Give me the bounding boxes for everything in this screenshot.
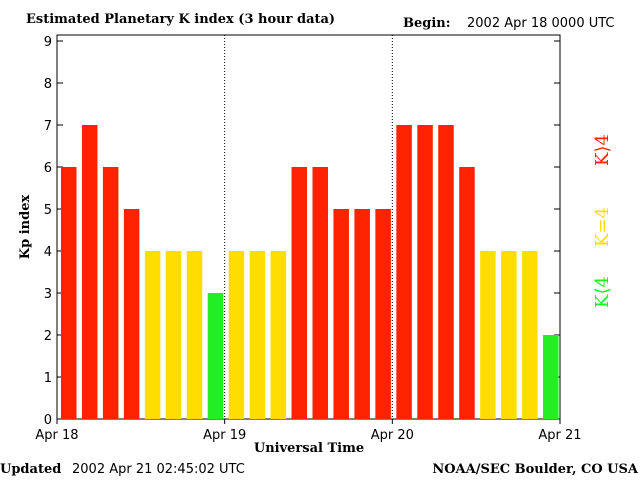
legend-mid: K=4 — [592, 207, 613, 247]
x-axis: Apr 18 Apr 19 Apr 20 Apr 21 — [35, 419, 582, 443]
kp-bar — [480, 251, 496, 419]
updated-label: Updated — [0, 462, 61, 477]
y-tick-label: 0 — [44, 413, 52, 428]
kp-bar — [228, 251, 245, 419]
kp-bar — [186, 251, 203, 419]
x-tick-label: Apr 18 — [35, 428, 78, 443]
kp-bar — [270, 251, 287, 419]
y-tick-label: 8 — [44, 77, 52, 92]
kp-bar — [123, 209, 140, 419]
kp-bar — [312, 167, 328, 419]
updated-value: 2002 Apr 21 02:45:02 UTC — [72, 462, 245, 477]
y-tick-label: 2 — [44, 329, 52, 344]
kp-bar — [81, 125, 98, 419]
y-tick-label: 4 — [44, 245, 52, 260]
begin-value: 2002 Apr 18 0000 UTC — [467, 16, 615, 31]
y-tick-label: 5 — [44, 203, 52, 218]
kp-bar — [522, 251, 538, 419]
plot-frame — [56, 34, 561, 420]
y-tick-label: 3 — [44, 287, 52, 302]
x-tick-label: Apr 19 — [203, 428, 246, 443]
begin-label: Begin: — [403, 16, 451, 31]
chart-title: Estimated Planetary K index (3 hour data… — [26, 12, 335, 27]
kp-bar — [501, 251, 517, 419]
kp-bar — [417, 125, 433, 419]
kp-bar — [144, 251, 161, 419]
kp-bar — [61, 167, 77, 419]
legend-high: K⟩4 — [592, 134, 613, 166]
x-tick-label: Apr 20 — [371, 428, 414, 443]
y-tick-label: 7 — [44, 119, 52, 134]
kp-bar — [207, 293, 224, 419]
kp-bar — [291, 167, 308, 419]
kp-bar — [396, 125, 412, 419]
x-tick-label: Apr 21 — [538, 428, 581, 443]
kp-bar — [354, 209, 370, 419]
kp-bar — [459, 167, 475, 419]
y-axis-title: Kp index — [18, 195, 33, 260]
kp-bar — [438, 125, 454, 419]
y-tick-label: 1 — [44, 371, 52, 386]
kp-bar — [333, 209, 349, 419]
kp-bar — [249, 251, 266, 419]
y-tick-label: 6 — [44, 161, 52, 176]
legend-low: K⟨4 — [592, 276, 613, 308]
credit: NOAA/SEC Boulder, CO USA — [432, 462, 639, 477]
x-axis-title: Universal Time — [254, 441, 364, 456]
y-tick-label: 9 — [44, 35, 52, 50]
kp-bar — [165, 251, 182, 419]
day-separators — [224, 35, 393, 419]
kp-bar — [375, 209, 391, 419]
kp-bar — [102, 167, 119, 419]
bar-series — [61, 125, 559, 419]
kp-bar — [543, 335, 559, 419]
